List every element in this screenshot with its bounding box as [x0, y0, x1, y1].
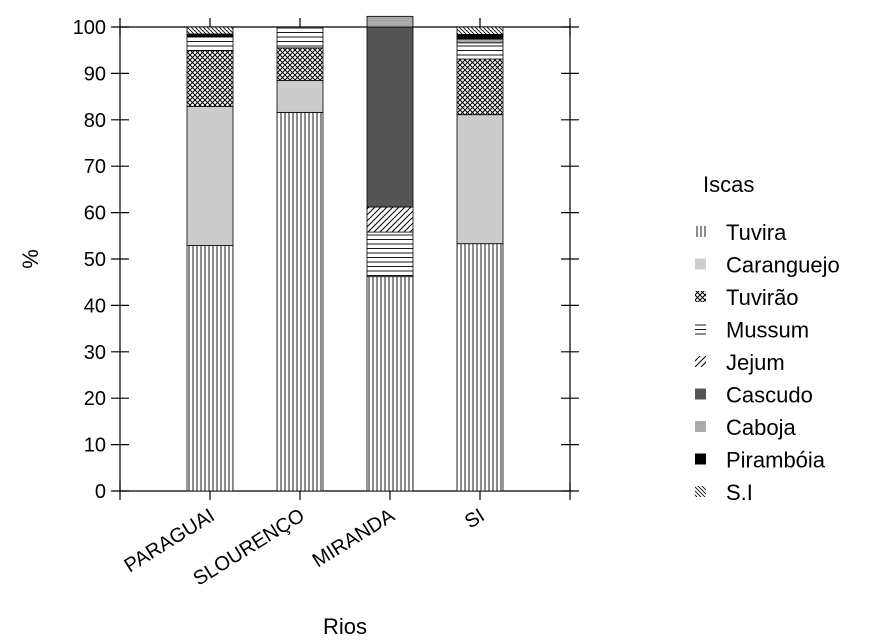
- bar-segment-si-tuvira: [456, 243, 504, 492]
- bar-segment-paraguai-caranguejo: [186, 105, 234, 246]
- legend-swatch-jejum: [695, 356, 706, 367]
- legend-label-s-i: S.I: [726, 480, 753, 505]
- legend-label-tuvirao: Tuvirão: [726, 285, 799, 310]
- legend: Iscas Tuvira Caranguejo Tuvirão Mussum Jejum C…: [695, 172, 840, 505]
- x-tick-label-si: SI: [461, 505, 489, 534]
- bar-segment-si-caranguejo: [456, 114, 504, 245]
- bar-segment-miranda-jejum: [366, 206, 414, 233]
- x-tick-label-miranda: MIRANDA: [309, 504, 399, 572]
- legend-item-jejum: Jejum: [695, 350, 785, 375]
- bar-segment-paraguai-tuvirao: [186, 50, 234, 107]
- legend-item-s-i: S.I: [695, 480, 753, 505]
- legend-title: Iscas: [703, 172, 754, 197]
- bar-segment-si-piramboia: [456, 34, 504, 40]
- bar-segment-slourenco-tuvira: [276, 111, 324, 492]
- y-tick-label: 20: [84, 388, 106, 410]
- legend-item-caboja: Caboja: [695, 415, 796, 440]
- bar-segment-miranda-caboja: [366, 15, 414, 28]
- y-tick-label: 80: [84, 110, 106, 132]
- legend-swatch-tuvirao: [695, 291, 706, 302]
- y-tick-label: 0: [95, 481, 106, 503]
- legend-label-caboja: Caboja: [726, 415, 796, 440]
- bar-segment-paraguai-piramboia: [186, 33, 234, 38]
- bar-segment-miranda-cascudo: [366, 26, 414, 208]
- x-axis-title: Rios: [323, 614, 367, 639]
- bar-segment-slourenco-caranguejo: [276, 79, 324, 113]
- legend-item-mussum: Mussum: [695, 318, 809, 343]
- bar-segment-miranda-tuvira: [366, 276, 414, 492]
- y-tick-label: 90: [84, 63, 106, 85]
- legend-item-cascudo: Cascudo: [695, 383, 813, 408]
- y-tick-label: 30: [84, 342, 106, 364]
- legend-item-tuvira: Tuvira: [695, 220, 787, 245]
- y-tick-label: 100: [73, 17, 106, 39]
- bar-segment-paraguai-tuvira: [186, 245, 234, 492]
- legend-label-cascudo: Cascudo: [726, 383, 813, 408]
- y-tick-label: 70: [84, 156, 106, 178]
- legend-swatch-tuvira: [695, 226, 706, 237]
- legend-swatch-mussum: [695, 323, 706, 335]
- legend-swatch-caranguejo: [695, 258, 706, 270]
- bar-segment-slourenco-mussum: [276, 26, 324, 49]
- legend-label-jejum: Jejum: [726, 350, 785, 375]
- bars-layer: [186, 15, 504, 492]
- y-tick-label: 40: [84, 295, 106, 317]
- y-tick-label: 10: [84, 435, 106, 457]
- bar-segment-miranda-mussum: [366, 231, 414, 278]
- legend-swatch-caboja: [695, 421, 706, 432]
- bar-segment-slourenco-tuvirao: [276, 47, 324, 81]
- legend-item-tuvirao: Tuvirão: [695, 285, 799, 310]
- y-axis-title: %: [18, 249, 43, 269]
- legend-label-mussum: Mussum: [726, 318, 809, 343]
- legend-label-piramboia: Pirambóia: [726, 448, 826, 473]
- legend-label-caranguejo: Caranguejo: [726, 253, 840, 278]
- bar-segment-si-mussum: [456, 42, 504, 60]
- legend-item-caranguejo: Caranguejo: [695, 253, 840, 278]
- bar-segment-si-s-i: [456, 26, 504, 35]
- bar-segment-paraguai-mussum: [186, 36, 234, 52]
- y-tick-label: 60: [84, 203, 106, 225]
- bar-segment-si-tuvirao: [456, 58, 504, 116]
- legend-swatch-piramboia: [695, 453, 706, 465]
- legend-swatch-s-i: [695, 486, 706, 497]
- y-tick-label: 50: [84, 249, 106, 271]
- bar-segment-paraguai-s-i: [186, 26, 234, 35]
- legend-swatch-cascudo: [695, 388, 706, 400]
- legend-item-piramboia: Pirambóia: [695, 448, 826, 473]
- legend-label-tuvira: Tuvira: [726, 220, 787, 245]
- bar-segment-si-caboja: [456, 38, 504, 44]
